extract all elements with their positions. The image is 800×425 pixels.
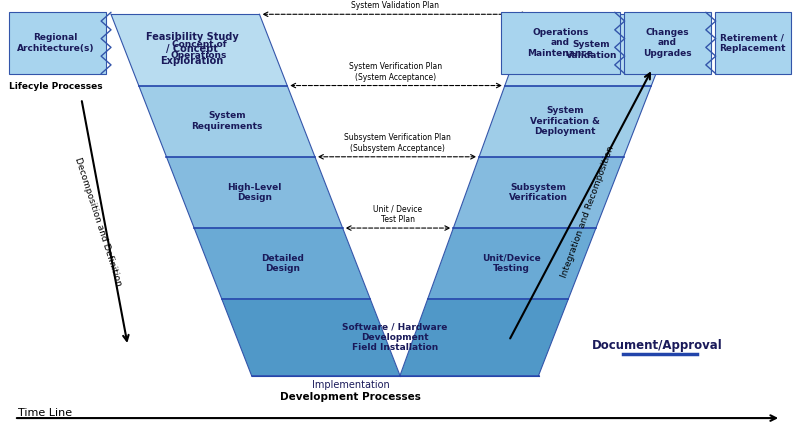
- Text: Unit / Device
Test Plan: Unit / Device Test Plan: [374, 205, 422, 224]
- Polygon shape: [315, 157, 479, 228]
- Polygon shape: [111, 14, 287, 85]
- Polygon shape: [342, 228, 454, 299]
- Polygon shape: [370, 299, 427, 376]
- Text: Unit/Device
Testing: Unit/Device Testing: [482, 254, 541, 273]
- Text: Decomposition and Definition: Decomposition and Definition: [73, 157, 123, 288]
- Text: Operations
and
Maintenance: Operations and Maintenance: [527, 28, 594, 58]
- Text: System Verification Plan
(System Acceptance): System Verification Plan (System Accepta…: [350, 62, 442, 82]
- Polygon shape: [9, 12, 106, 74]
- Polygon shape: [259, 14, 530, 85]
- Text: Implementation: Implementation: [312, 380, 390, 391]
- Polygon shape: [454, 157, 624, 228]
- Polygon shape: [222, 299, 400, 376]
- Polygon shape: [194, 228, 370, 299]
- Text: Changes
and
Upgrades: Changes and Upgrades: [643, 28, 691, 58]
- Text: System
Requirements: System Requirements: [191, 111, 262, 131]
- Polygon shape: [505, 14, 679, 85]
- Text: Subsystem
Verification: Subsystem Verification: [509, 183, 567, 202]
- Polygon shape: [427, 228, 596, 299]
- Text: Lifecyle Processes: Lifecyle Processes: [9, 82, 102, 91]
- Text: System
Validation: System Validation: [566, 40, 618, 60]
- Text: Detailed
Design: Detailed Design: [261, 254, 304, 273]
- Text: Development Processes: Development Processes: [280, 392, 421, 402]
- Text: Subsystem Verification Plan
(Subsystem Acceptance): Subsystem Verification Plan (Subsystem A…: [343, 133, 450, 153]
- Polygon shape: [624, 12, 710, 74]
- Polygon shape: [138, 85, 315, 157]
- Polygon shape: [501, 12, 620, 74]
- Polygon shape: [714, 12, 791, 74]
- Text: Software / Hardware
Development
Field Installation: Software / Hardware Development Field In…: [342, 323, 448, 352]
- Polygon shape: [287, 85, 505, 157]
- Text: Feasibility Study
/ Concept
Exploration: Feasibility Study / Concept Exploration: [146, 32, 238, 65]
- Polygon shape: [166, 157, 342, 228]
- Text: High-Level
Design: High-Level Design: [227, 183, 282, 202]
- Polygon shape: [479, 85, 651, 157]
- Text: Concept of
Operations: Concept of Operations: [171, 40, 227, 60]
- Text: System
Verification &
Deployment: System Verification & Deployment: [530, 106, 600, 136]
- Polygon shape: [400, 299, 568, 376]
- Text: Time Line: Time Line: [18, 408, 72, 418]
- Text: Integration and Recomposition: Integration and Recomposition: [560, 145, 616, 279]
- Text: Document/Approval: Document/Approval: [592, 339, 722, 352]
- Text: Regional
Architecture(s): Regional Architecture(s): [17, 33, 94, 53]
- Text: Retirement /
Replacement: Retirement / Replacement: [719, 33, 786, 53]
- Text: System Validation Plan: System Validation Plan: [351, 1, 439, 10]
